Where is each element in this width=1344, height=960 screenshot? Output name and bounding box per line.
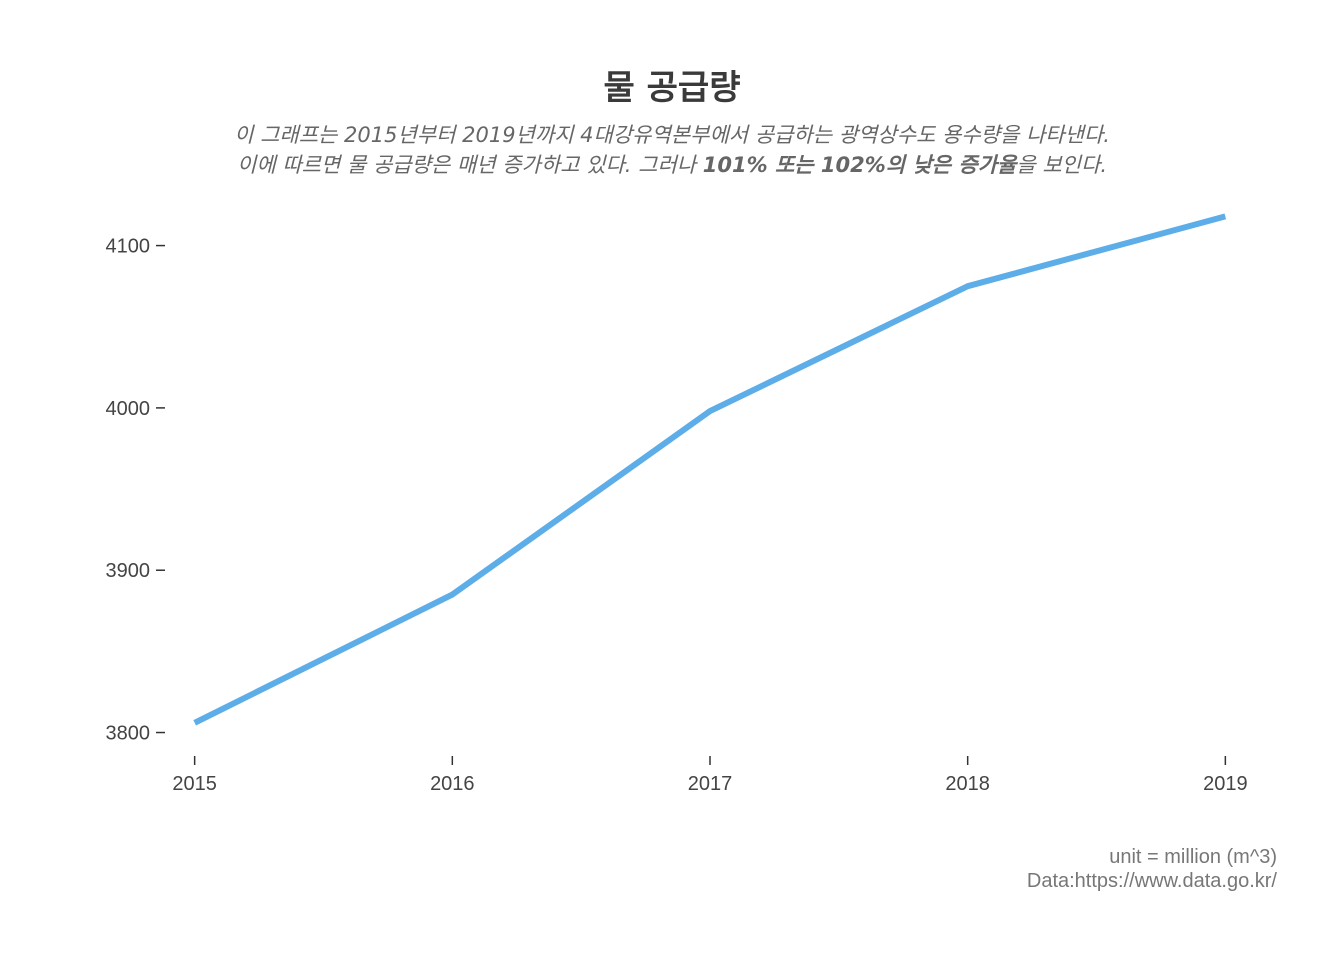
subtitle-line-2-prefix: 이에 따르면 물 공급량은 매년 증가하고 있다. 그러나 (237, 153, 703, 177)
series-line (193, 213, 1227, 726)
series-layer (193, 213, 1227, 726)
y-tick-label: 3800 (106, 723, 151, 745)
chart-subtitle: 이 그래프는 2015년부터 2019년까지 4대강유역본부에서 공급하는 광역… (0, 120, 1344, 180)
x-axis: 2015 2016 2017 2018 2019 (172, 756, 1248, 795)
chart-caption: unit = million (m^3) Data:https://www.da… (1027, 845, 1277, 893)
x-tick-label: 2015 (172, 773, 217, 795)
caption-unit: unit = million (m^3) (1109, 846, 1277, 868)
x-tick-label: 2017 (688, 773, 733, 795)
x-tick-label: 2018 (945, 773, 990, 795)
x-tick-label: 2016 (430, 773, 475, 795)
subtitle-line-2-suffix: 을 보인다. (1016, 153, 1107, 177)
subtitle-line-2: 이에 따르면 물 공급량은 매년 증가하고 있다. 그러나 101% 또는 10… (0, 150, 1344, 180)
caption-source: Data:https://www.data.go.kr/ (1026, 870, 1277, 892)
y-tick-label: 4000 (106, 398, 151, 420)
x-tick-label: 2019 (1203, 773, 1248, 795)
chart-title: 물 공급량 (603, 68, 741, 108)
y-tick-label: 4100 (106, 236, 151, 258)
y-axis: 3800 3900 4000 4100 (106, 236, 165, 745)
subtitle-line-1: 이 그래프는 2015년부터 2019년까지 4대강유역본부에서 공급하는 광역… (234, 123, 1110, 147)
y-tick-label: 3900 (106, 560, 151, 582)
subtitle-line-2-bold: 101% 또는 102%의 낮은 증가율 (702, 153, 1017, 177)
